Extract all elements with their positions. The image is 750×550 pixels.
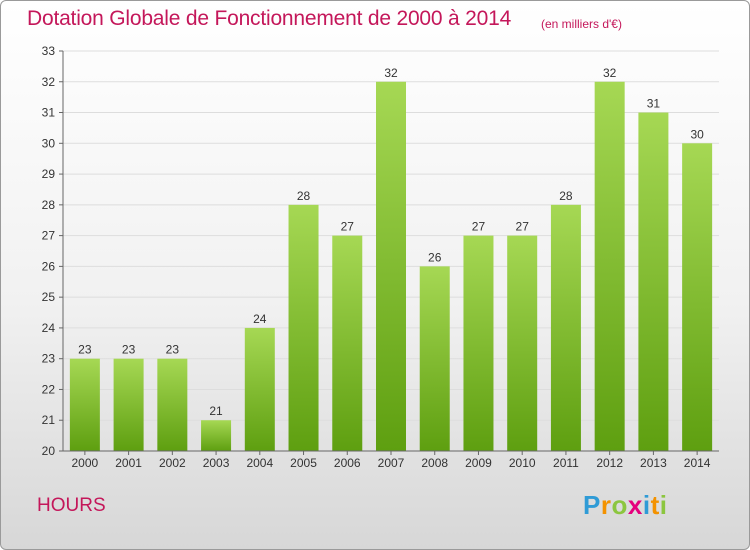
bars <box>69 81 713 452</box>
bar-value-label: 27 <box>516 220 530 234</box>
bar-value-label: 30 <box>690 127 704 141</box>
x-tick-label: 2002 <box>159 456 186 470</box>
bar <box>288 204 319 451</box>
y-tick-label: 23 <box>42 352 56 366</box>
bar-value-label: 23 <box>166 343 180 357</box>
logo-letter: r <box>600 490 612 520</box>
bar <box>69 358 100 451</box>
commune-name: HOURS <box>37 495 106 516</box>
x-tick-label: 2000 <box>72 456 99 470</box>
y-tick-label: 22 <box>42 382 56 396</box>
y-tick-label: 24 <box>42 321 56 335</box>
y-tick-label: 31 <box>42 106 56 120</box>
bar <box>507 235 538 451</box>
y-tick-label: 28 <box>42 198 56 212</box>
x-tick-label: 2006 <box>334 456 361 470</box>
chart-unit: (en milliers d'€) <box>541 17 622 31</box>
bar-value-label: 27 <box>472 220 486 234</box>
y-tick-label: 29 <box>42 167 56 181</box>
x-tick-label: 2011 <box>553 456 579 470</box>
bar-value-label: 28 <box>559 189 573 203</box>
bar <box>419 266 450 451</box>
bar-value-label: 23 <box>78 343 92 357</box>
x-tick-label: 2010 <box>509 456 536 470</box>
x-tick-label: 2013 <box>640 456 667 470</box>
y-tick-label: 30 <box>42 136 56 150</box>
bar-value-label: 31 <box>647 97 661 111</box>
logo-letter: i <box>642 490 651 520</box>
x-tick-label: 2014 <box>684 456 711 470</box>
bar <box>244 327 275 451</box>
logo-letter: x <box>627 490 643 520</box>
bar-value-label: 28 <box>297 189 311 203</box>
x-tick-label: 2001 <box>115 456 142 470</box>
y-tick-label: 25 <box>42 290 56 304</box>
x-tick-label: 2007 <box>378 456 405 470</box>
x-tick-label: 2008 <box>421 456 448 470</box>
bar-value-label: 27 <box>341 220 355 234</box>
bar-value-label: 26 <box>428 250 442 264</box>
bar <box>376 81 406 452</box>
bar <box>113 358 144 451</box>
y-tick-label: 33 <box>42 44 56 58</box>
bar <box>201 420 232 451</box>
data-labels: 23 23 23 21 24 28 27 32 26 27 27 28 32 31 30 <box>78 66 704 418</box>
bar-value-label: 23 <box>122 343 136 357</box>
x-tick-label: 2009 <box>465 456 492 470</box>
bar-value-label: 32 <box>384 66 398 80</box>
logo-letter: o <box>611 490 628 520</box>
bar-value-label: 21 <box>209 404 223 418</box>
bar <box>157 358 188 451</box>
logo-letter: t <box>650 490 660 520</box>
bar <box>550 204 581 451</box>
bar <box>594 81 625 452</box>
y-tick-label: 26 <box>42 259 56 273</box>
x-tick-label: 2012 <box>596 456 623 470</box>
proxiti-logo: Proxiti <box>583 490 667 521</box>
logo-letter: i <box>659 490 668 520</box>
y-tick-label: 20 <box>42 444 56 458</box>
axes: 20 21 22 23 24 25 26 27 28 29 30 31 32 33 2000 2001 2002… <box>42 44 719 470</box>
x-tick-label: 2004 <box>246 456 273 470</box>
bar <box>332 235 363 451</box>
y-tick-label: 32 <box>42 75 56 89</box>
bar <box>682 143 713 452</box>
bar <box>638 112 669 452</box>
bar-value-label: 24 <box>253 312 267 326</box>
bar-value-label: 32 <box>603 66 617 80</box>
x-tick-label: 2005 <box>290 456 317 470</box>
y-tick-label: 21 <box>42 413 56 427</box>
x-tick-label: 2003 <box>203 456 230 470</box>
bar <box>463 235 494 451</box>
y-tick-label: 27 <box>42 229 56 243</box>
chart-title: Dotation Globale de Fonctionnement de 20… <box>27 7 512 30</box>
logo-letter: P <box>583 490 601 520</box>
